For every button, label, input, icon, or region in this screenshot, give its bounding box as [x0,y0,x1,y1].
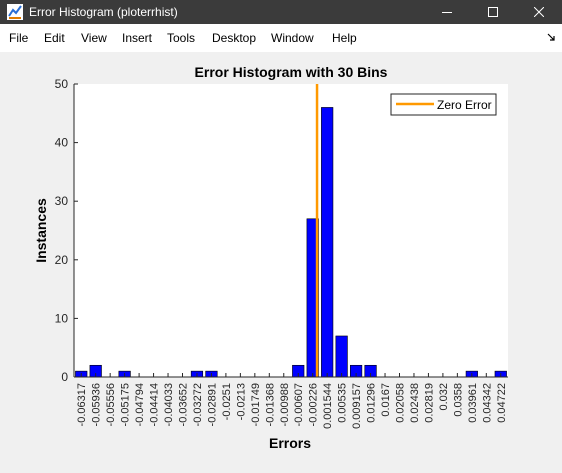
x-axis-label: Errors [269,435,311,451]
x-tick-label: 0.03961 [467,383,479,423]
x-tick-label: -0.00607 [293,383,305,426]
x-tick-label: 0.02819 [423,383,435,423]
plot-area [74,84,508,377]
histogram-bar [335,335,348,378]
menu-view[interactable]: View [81,31,107,45]
x-tick-label: -0.05936 [91,383,103,426]
x-tick-label: 0.04342 [481,383,493,423]
dock-arrow-icon[interactable] [547,33,556,42]
window-title: Error Histogram (ploterrhist) [29,5,178,19]
maximize-button[interactable] [470,0,516,24]
minimize-button[interactable] [424,0,470,24]
menu-bar: File Edit View Insert Tools Desktop Wind… [0,24,562,52]
menu-tools[interactable]: Tools [167,31,196,45]
close-button[interactable] [516,0,562,24]
x-tick-label: -0.01368 [264,383,276,426]
x-tick-label: 0.0358 [452,383,464,417]
maximize-icon [488,7,498,17]
y-tick-label: 0 [61,370,68,384]
x-tick-label: 0.04722 [496,383,508,423]
window-titlebar: Error Histogram (ploterrhist) [0,0,562,24]
x-tick-label: -0.00988 [279,383,291,426]
x-tick-label: -0.06317 [76,383,88,426]
x-tick-label: -0.03652 [178,383,190,426]
chart-title: Error Histogram with 30 Bins [195,64,388,80]
y-tick-label: 10 [55,311,69,325]
x-tick-label: -0.0251 [221,383,233,420]
x-tick-label: -0.04794 [134,383,146,426]
y-tick-label: 20 [55,253,69,267]
menu-file[interactable]: File [9,31,29,45]
x-tick-label: 0.009157 [351,383,363,429]
x-tick-label: 0.032 [438,383,450,411]
histogram-bar [321,107,334,378]
x-tick-label: -0.01749 [250,383,262,426]
matlab-figure-icon [7,4,23,20]
x-tick-label: 0.02058 [395,383,407,423]
x-tick-label: 0.01296 [366,383,378,423]
menu-desktop[interactable]: Desktop [212,31,257,45]
legend-box [390,93,497,116]
x-tick-label: -0.03272 [192,383,204,426]
x-tick-label: 0.001544 [322,383,334,429]
x-tick-label: -0.00226 [308,383,320,426]
x-tick-label: -0.04033 [163,383,175,426]
legend-label: Zero Error [437,98,492,112]
y-axis-label: Instances [33,198,49,263]
menu-window[interactable]: Window [271,31,314,45]
x-tick-label: -0.05556 [105,383,117,426]
x-tick-label: -0.0213 [235,383,247,420]
menu-help[interactable]: Help [332,31,357,45]
menu-edit[interactable]: Edit [44,31,65,45]
error-histogram-chart: 0 10 20 30 40 50 -0.06317 -0.05936 -0.05556 -0.05… [33,64,508,451]
x-tick-label: -0.05175 [120,383,132,426]
y-tick-label: 50 [55,77,69,91]
x-tick-label: -0.04414 [149,383,161,426]
x-tick-label: -0.02891 [206,383,218,426]
close-icon [534,7,544,17]
menu-insert[interactable]: Insert [122,31,153,45]
x-tick-label: 0.00535 [337,383,349,423]
y-tick-label: 40 [55,136,69,150]
y-tick-label: 30 [55,194,69,208]
minimize-icon [442,12,452,13]
x-tick-label: 0.02438 [409,383,421,423]
x-tick-label: 0.0167 [380,383,392,417]
